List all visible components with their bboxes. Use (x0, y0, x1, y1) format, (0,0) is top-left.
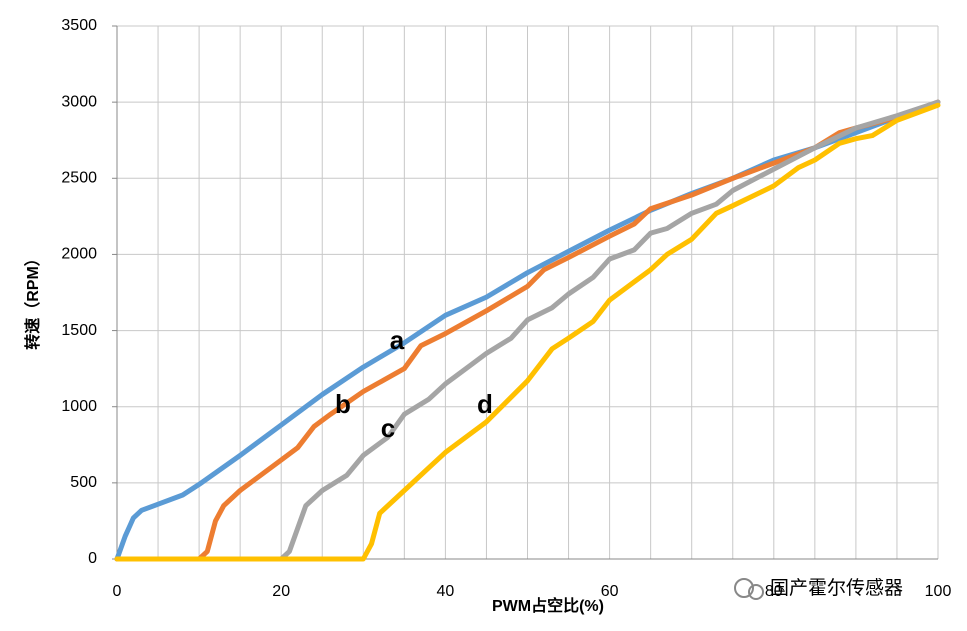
x-tick-label: 60 (601, 583, 619, 600)
series-label: b (335, 389, 351, 419)
series-label: a (390, 325, 405, 355)
y-tick-label: 1000 (61, 398, 97, 415)
line-series (114, 102, 941, 562)
x-axis-label: PWM占空比(%) (492, 596, 604, 615)
series-label: d (477, 389, 493, 419)
y-tick-label: 500 (70, 474, 97, 491)
line-series (114, 99, 941, 562)
y-axis-label: 转速（RPM） (23, 250, 42, 350)
x-tick-label: 20 (272, 583, 290, 600)
x-tick-label: 100 (925, 583, 952, 600)
y-tick-label: 3500 (61, 17, 97, 34)
y-tick-label: 0 (88, 550, 97, 567)
y-tick-label: 2500 (61, 170, 97, 187)
watermark: 国产霍尔传感器 (770, 577, 903, 599)
x-tick-label: 0 (113, 583, 122, 600)
y-tick-label: 2000 (61, 246, 97, 263)
series-label: c (381, 413, 395, 443)
y-tick-label: 3000 (61, 93, 97, 110)
line-series (114, 99, 941, 562)
x-tick-label: 40 (437, 583, 455, 600)
x-tick-label: 80 (765, 583, 783, 600)
line-series (114, 99, 941, 562)
y-tick-label: 1500 (61, 322, 97, 339)
watermark-icon (734, 578, 764, 600)
